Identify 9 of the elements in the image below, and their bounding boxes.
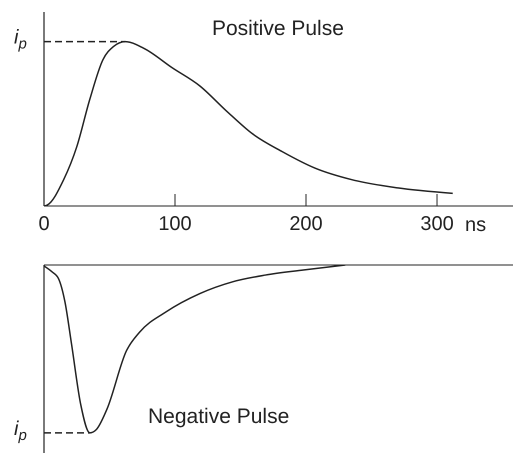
x-tick-label: 200 [289,213,323,236]
x-tick-label: 300 [420,213,454,236]
text: Negative Pulse [148,405,290,429]
chart-title: Positive Pulse [212,17,344,41]
ref-line-label: i$_{p}$ [14,418,27,444]
ref-line-label: i$_{p}$ [14,26,27,52]
x-tick-label: 100 [158,213,192,236]
x-axis-title: ns [465,214,486,237]
x-tick-label: 0 [38,213,50,236]
